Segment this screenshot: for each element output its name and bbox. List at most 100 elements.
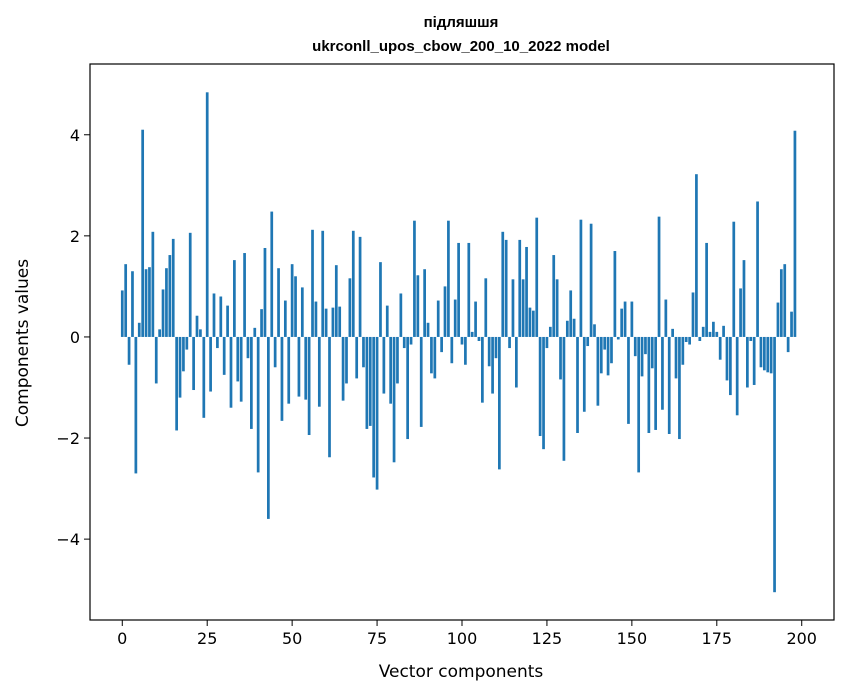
bar: [182, 336, 185, 372]
bar: [688, 336, 691, 345]
y-tick-label: 2: [70, 227, 80, 246]
x-tick-label: 75: [367, 629, 387, 648]
bar: [572, 318, 576, 337]
bar: [667, 336, 671, 434]
bar: [229, 336, 233, 408]
bar: [657, 216, 661, 337]
bar: [375, 336, 379, 490]
y-tick-label: 0: [70, 328, 80, 347]
bar: [681, 336, 685, 365]
bar: [620, 308, 624, 337]
x-tick-label: 0: [117, 629, 127, 648]
bar: [589, 223, 593, 337]
bar: [610, 336, 613, 364]
chart-title: підляшшя: [424, 14, 499, 31]
bar: [440, 336, 443, 353]
bar: [521, 279, 525, 337]
bar: [684, 336, 688, 342]
bar: [195, 315, 199, 337]
bar: [236, 336, 240, 382]
bar: [616, 336, 620, 340]
y-axis-label: Components values: [13, 259, 33, 427]
bar: [328, 336, 331, 458]
bar: [382, 336, 386, 394]
bar: [368, 336, 372, 426]
bar: [538, 336, 542, 437]
bar: [137, 322, 141, 337]
bar: [599, 336, 603, 374]
bar: [127, 336, 131, 365]
bar: [334, 265, 338, 337]
bar: [144, 269, 148, 337]
bar: [277, 268, 280, 337]
bar: [749, 336, 753, 341]
bar: [776, 302, 780, 337]
bar: [715, 331, 719, 337]
bar: [464, 336, 467, 365]
bar: [640, 336, 644, 377]
bar: [501, 231, 505, 337]
bar: [212, 293, 216, 337]
bar: [460, 336, 464, 345]
bar: [494, 336, 498, 359]
bar: [304, 336, 308, 400]
bar: [593, 324, 596, 337]
bar: [151, 231, 155, 337]
bar: [650, 336, 654, 369]
bar: [779, 269, 783, 337]
bar: [569, 290, 573, 337]
bar: [477, 336, 481, 341]
bar: [205, 92, 209, 337]
bar: [606, 336, 610, 376]
bar: [698, 336, 702, 341]
bar: [233, 260, 236, 337]
bar: [216, 336, 219, 349]
bar: [161, 289, 165, 337]
bar: [416, 275, 420, 337]
bar: [548, 326, 552, 337]
bar: [120, 290, 124, 337]
chart-subtitle: ukrconll_upos_cbow_200_10_2022 model: [312, 38, 610, 55]
bar: [365, 336, 369, 429]
x-tick-label: 25: [197, 629, 217, 648]
bar: [141, 129, 145, 337]
bar: [705, 242, 708, 337]
bar: [498, 336, 501, 470]
x-axis-ticks: 0 25 50 75 100 125 150 175 200: [117, 620, 817, 648]
bar: [188, 232, 192, 337]
bar: [399, 293, 403, 337]
bar: [722, 325, 725, 337]
bar: [270, 211, 274, 337]
y-tick-label: −4: [56, 530, 80, 549]
bar: [433, 336, 437, 379]
bar: [491, 336, 494, 394]
bar: [406, 336, 409, 440]
bar: [671, 328, 674, 337]
bar: [348, 278, 352, 337]
bar: [372, 336, 376, 478]
bar: [447, 220, 450, 337]
bar: [219, 296, 223, 337]
bar: [504, 239, 508, 337]
bar: [644, 336, 647, 355]
bar: [321, 230, 325, 337]
bar: [297, 336, 301, 397]
plot-frame: [89, 63, 835, 621]
bar: [739, 288, 742, 337]
bar: [423, 269, 426, 337]
bar: [790, 311, 793, 337]
bar: [413, 220, 416, 337]
y-tick-label: −2: [56, 429, 80, 448]
bar: [718, 336, 722, 360]
bar: [712, 321, 715, 337]
bar: [678, 336, 681, 440]
bar: [355, 336, 359, 379]
x-tick-label: 200: [786, 629, 817, 648]
bar: [362, 336, 365, 368]
bar: [396, 336, 399, 384]
bar: [752, 336, 756, 385]
bar: [559, 336, 562, 380]
bar: [280, 336, 284, 421]
bar: [603, 336, 607, 350]
